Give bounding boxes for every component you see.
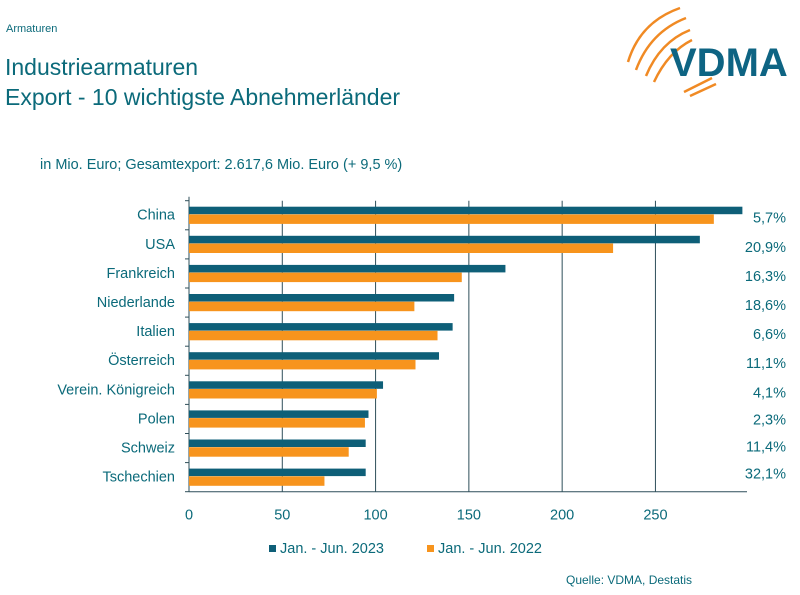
- bar-2023: [189, 439, 366, 447]
- category-label: Tschechien: [102, 470, 175, 486]
- x-tick-label: 50: [274, 508, 290, 524]
- logo-arcs-icon: [626, 6, 717, 98]
- category-label: Verein. Königreich: [57, 382, 175, 398]
- x-tick-label: 250: [643, 508, 667, 524]
- title-line-1: Industriearmaturen: [5, 54, 199, 80]
- change-label: 32,1%: [745, 467, 786, 483]
- bar-2023: [189, 235, 700, 244]
- change-label: 2,3%: [753, 412, 786, 428]
- category-label: Niederlande: [97, 295, 175, 311]
- change-label: 4,1%: [753, 385, 786, 401]
- bar-2023: [189, 323, 453, 331]
- legend-swatch-2023: [269, 545, 276, 552]
- bar-2023: [189, 468, 366, 477]
- category-label: Italien: [136, 324, 175, 340]
- bar-2022: [189, 389, 377, 399]
- category-label: China: [137, 208, 176, 224]
- x-tick-label: 150: [457, 508, 481, 524]
- category-label: Armaturen: [6, 23, 58, 35]
- bar-2022: [189, 272, 462, 283]
- category-label: Polen: [138, 411, 175, 427]
- category-label: USA: [145, 237, 175, 253]
- category-label: Frankreich: [107, 266, 176, 282]
- page-title: Industriearmaturen Export - 10 wichtigst…: [5, 52, 400, 112]
- bar-2022: [189, 301, 415, 312]
- change-label: 20,9%: [745, 240, 786, 256]
- bar-2023: [189, 352, 440, 360]
- category-label: Österreich: [108, 351, 175, 369]
- x-tick-label: 200: [550, 508, 574, 524]
- bar-2022: [189, 243, 614, 253]
- title-line-2: Export - 10 wichtigste Abnehmerländer: [5, 84, 401, 110]
- chart-subtitle: in Mio. Euro; Gesamtexport: 2.617,6 Mio.…: [40, 157, 403, 173]
- vdma-logo: VDMA: [626, 6, 788, 98]
- bar-2022: [189, 330, 438, 341]
- bar-2022: [189, 476, 325, 486]
- bar-2022: [189, 418, 365, 428]
- change-label: 11,1%: [746, 356, 786, 372]
- bar-2023: [189, 294, 455, 302]
- bar-2022: [189, 447, 349, 457]
- logo-text: VDMA: [670, 41, 788, 85]
- category-label: Schweiz: [121, 441, 175, 457]
- change-label: 11,4%: [746, 440, 786, 456]
- x-tick-label: 0: [185, 508, 193, 524]
- bar-2022: [189, 214, 714, 224]
- source-note: Quelle: VDMA, Destatis: [566, 573, 693, 587]
- bar-2023: [189, 410, 369, 418]
- x-tick-label: 100: [363, 508, 387, 524]
- bar-2023: [189, 381, 384, 389]
- bar-2022: [189, 359, 416, 370]
- change-label: 6,6%: [753, 327, 786, 343]
- bar-2023: [189, 264, 506, 273]
- legend-label-2022: Jan. - Jun. 2022: [438, 541, 542, 557]
- bar-2023: [189, 206, 743, 215]
- change-label: 5,7%: [753, 211, 786, 227]
- change-label: 16,3%: [745, 269, 786, 285]
- legend-label-2023: Jan. - Jun. 2023: [280, 541, 384, 557]
- legend-swatch-2022: [427, 545, 434, 552]
- change-label: 18,6%: [745, 298, 786, 314]
